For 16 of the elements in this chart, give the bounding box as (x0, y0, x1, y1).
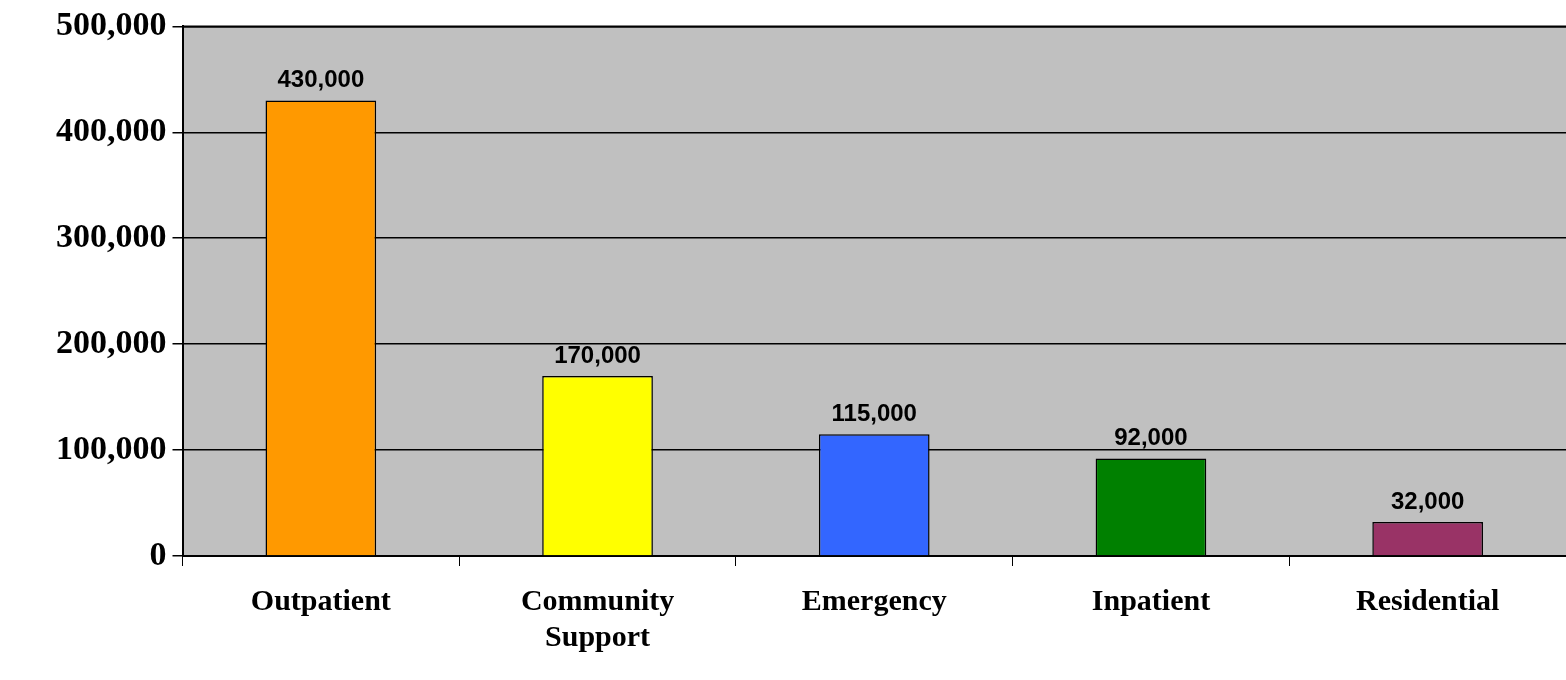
data-label: 170,000 (554, 340, 641, 368)
x-tick-label: Community Support (520, 582, 675, 652)
y-tick-label: 300,000 (56, 217, 167, 255)
data-label: 115,000 (831, 398, 917, 426)
x-tick-label: Outpatient (250, 582, 391, 616)
y-tick-label: 400,000 (56, 111, 167, 149)
data-label: 32,000 (1390, 486, 1465, 514)
data-label: 430,000 (277, 65, 365, 93)
x-tick-label: Residential (1355, 582, 1500, 616)
data-label: 92,000 (1114, 423, 1188, 451)
y-tick-label: 100,000 (56, 428, 167, 466)
y-tick-label: 200,000 (56, 322, 167, 360)
x-tick-label: Emergency (801, 582, 947, 616)
y-tick-label: 500,000 (56, 5, 167, 43)
x-tick-label: Inpatient (1091, 582, 1211, 616)
y-tick-label: 0 (149, 534, 167, 572)
